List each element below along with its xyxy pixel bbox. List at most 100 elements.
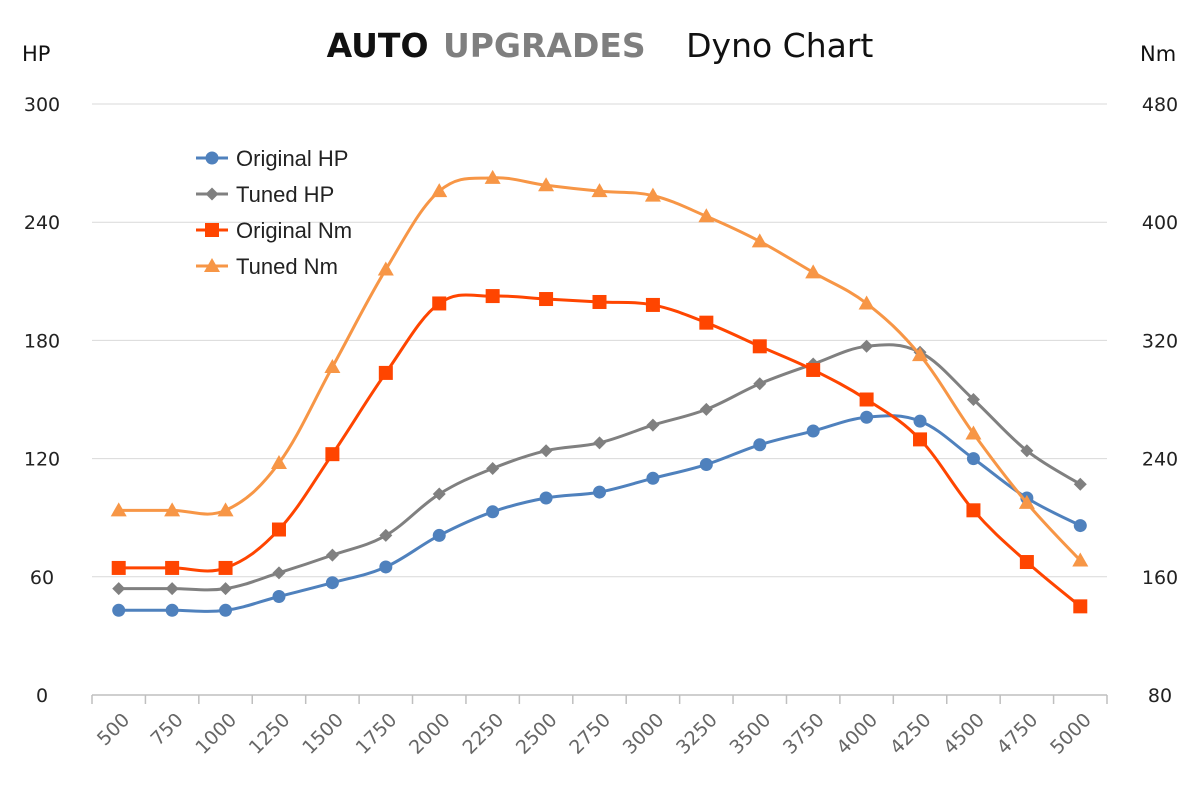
x-tick-label: 2000	[405, 709, 455, 759]
x-tick-label: 4500	[939, 709, 989, 759]
data-point-original-nm	[165, 560, 180, 575]
data-point-tuned-nm	[751, 233, 768, 248]
data-point-tuned-hp	[219, 582, 233, 596]
chart-title: AUTO UPGRADES Dyno Chart	[327, 26, 874, 65]
data-point-original-hp	[753, 438, 767, 452]
right-tick-label: 80	[1148, 685, 1172, 707]
data-point-original-hp	[966, 452, 980, 466]
right-axis-unit: Nm	[1140, 42, 1176, 66]
legend-marker	[205, 187, 219, 201]
right-axis-ticks: 80 160 240 320 400 480	[1142, 94, 1178, 707]
data-point-original-nm	[592, 294, 607, 309]
series-original-hp	[112, 410, 1087, 617]
title-brand-auto: AUTO	[327, 26, 429, 65]
data-point-tuned-nm	[1018, 494, 1035, 509]
x-tick-label: 5000	[1046, 709, 1096, 759]
data-point-tuned-nm	[484, 169, 501, 184]
series	[110, 169, 1089, 617]
series-line-tuned-hp	[118, 343, 1082, 592]
data-point-original-hp	[432, 528, 446, 542]
data-point-tuned-nm	[164, 502, 181, 517]
legend: Original HP Tuned HP Original Nm Tuned Nm	[196, 146, 352, 279]
series-original-nm	[111, 289, 1088, 614]
x-tick-label: 3750	[779, 709, 829, 759]
x-tick-label: 500	[93, 709, 134, 750]
data-point-tuned-hp	[966, 393, 980, 406]
left-axis-unit: HP	[22, 42, 50, 66]
data-point-tuned-hp	[432, 487, 446, 501]
right-tick-label: 400	[1142, 212, 1178, 234]
x-tick-label: 3000	[619, 709, 669, 759]
x-tick-label: 1500	[298, 709, 348, 759]
data-point-tuned-nm	[591, 183, 608, 198]
data-point-original-hp	[165, 603, 179, 617]
x-tick-label: 3500	[726, 709, 776, 759]
data-point-original-nm	[699, 315, 714, 330]
x-tick-label: 1000	[191, 709, 241, 759]
data-point-original-nm	[485, 289, 500, 304]
legend-item-tuned-nm: Tuned Nm	[196, 254, 338, 279]
data-point-tuned-nm	[805, 264, 822, 279]
left-tick-label: 180	[24, 330, 60, 352]
legend-label: Tuned Nm	[236, 254, 338, 279]
x-tick-label: 2500	[512, 709, 562, 759]
x-tick-label: 2750	[565, 709, 615, 759]
legend-marker	[204, 258, 220, 272]
data-point-original-hp	[112, 603, 126, 617]
data-point-original-hp	[806, 424, 820, 438]
data-point-original-nm	[752, 339, 767, 354]
left-tick-label: 120	[24, 449, 60, 471]
data-point-tuned-hp	[860, 339, 874, 353]
data-point-original-nm	[859, 392, 874, 407]
data-point-original-nm	[1019, 555, 1034, 570]
x-tick-label: 4250	[886, 709, 936, 759]
legend-item-original-nm: Original Nm	[196, 218, 352, 243]
legend-label: Original Nm	[236, 218, 352, 243]
left-tick-label: 60	[30, 567, 54, 589]
x-tick-label: 1250	[245, 709, 295, 759]
data-point-tuned-nm	[431, 183, 448, 198]
data-point-original-hp	[699, 458, 713, 472]
x-axis-ticks: 500 750 1000 1250 1500 1750 2000 2250 2500 2750 30…	[93, 709, 1096, 759]
legend-marker	[205, 223, 219, 237]
data-point-original-hp	[486, 505, 500, 519]
data-point-tuned-nm	[858, 295, 875, 310]
data-point-original-nm	[1073, 599, 1088, 614]
data-point-tuned-hp	[379, 528, 393, 542]
data-point-tuned-nm	[324, 358, 341, 373]
data-point-tuned-hp	[539, 444, 553, 458]
data-point-tuned-nm	[965, 425, 982, 440]
legend-label: Original HP	[236, 146, 348, 171]
x-tick-label: 1750	[352, 709, 402, 759]
x-tick-label: 2250	[458, 709, 508, 759]
data-point-original-hp	[1073, 519, 1087, 533]
data-point-tuned-hp	[112, 582, 126, 596]
data-point-tuned-nm	[270, 455, 287, 470]
data-point-original-nm	[913, 432, 928, 447]
data-point-original-nm	[966, 503, 981, 518]
data-point-tuned-nm	[912, 347, 929, 362]
right-tick-label: 160	[1142, 567, 1178, 589]
gridlines	[92, 103, 1107, 578]
data-point-tuned-hp	[486, 461, 500, 475]
data-point-original-nm	[378, 365, 393, 380]
data-point-original-hp	[379, 560, 393, 574]
series-line-original-nm	[118, 293, 1082, 608]
data-point-tuned-hp	[1020, 444, 1034, 458]
data-point-tuned-hp	[753, 377, 767, 391]
data-point-original-hp	[593, 485, 606, 499]
data-point-tuned-nm	[538, 177, 555, 192]
legend-item-original-hp: Original HP	[196, 146, 348, 171]
data-point-tuned-hp	[699, 402, 713, 416]
left-tick-label: 0	[36, 685, 48, 707]
data-point-tuned-nm	[644, 187, 661, 202]
data-point-tuned-hp	[593, 436, 606, 450]
data-point-original-nm	[539, 292, 554, 307]
title-subtitle: Dyno Chart	[686, 26, 873, 65]
left-axis-ticks: 0 60 120 180 240 300	[24, 94, 60, 707]
left-tick-label: 300	[24, 94, 60, 116]
data-point-tuned-hp	[646, 418, 660, 432]
data-point-original-hp	[860, 410, 874, 424]
data-point-original-nm	[218, 560, 233, 575]
